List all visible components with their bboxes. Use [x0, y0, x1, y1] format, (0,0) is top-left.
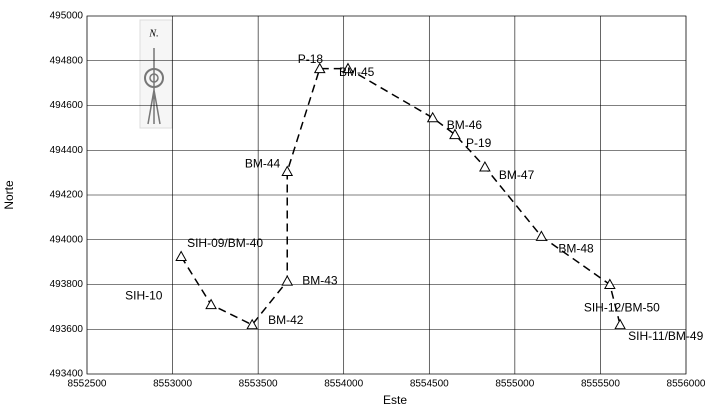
point-label: BM-42: [268, 313, 304, 327]
point-label: BM-47: [499, 168, 535, 182]
y-tick-label: 493600: [50, 324, 84, 335]
point-label: P-19: [466, 136, 492, 150]
point-marker: [281, 165, 294, 177]
y-tick-label: 493400: [50, 369, 84, 380]
point-label: SIH-09/BM-40: [187, 236, 263, 250]
point-label: P-18: [298, 52, 324, 66]
point-marker: [175, 250, 187, 262]
y-tick-label: 494200: [50, 190, 84, 201]
y-tick-label: 494400: [50, 145, 84, 156]
x-tick-label: 8555500: [581, 379, 620, 390]
point-marker: [281, 275, 294, 286]
y-tick-label: 494800: [50, 55, 84, 66]
y-tick-label: 495000: [50, 11, 84, 22]
point-label: SIH-10: [125, 289, 163, 303]
x-tick-label: 8553000: [153, 379, 192, 390]
point-marker: [479, 161, 491, 172]
compass: N.: [139, 19, 173, 129]
y-tick-label: 494000: [50, 234, 84, 245]
point-label: SIH-12/BM-50: [584, 301, 660, 315]
x-axis-title: Este: [383, 393, 407, 407]
point-marker: [449, 128, 461, 140]
point-marker: [535, 230, 548, 241]
point-marker: [205, 298, 217, 310]
x-tick-label: 8554500: [410, 379, 449, 390]
y-tick-label: 493800: [50, 279, 84, 290]
y-axis-title: Norte: [2, 180, 16, 210]
x-tick-label: 8556000: [667, 379, 706, 390]
point-marker: [313, 62, 326, 74]
point-marker: [246, 318, 259, 330]
x-tick-label: 8552500: [68, 379, 107, 390]
point-marker: [342, 62, 354, 74]
point-label: BM-45: [339, 65, 375, 79]
point-label: SIH-11/BM-49: [628, 329, 703, 343]
x-tick-label: 8553500: [239, 379, 278, 390]
point-label: BM-48: [558, 242, 594, 256]
point-label: BM-43: [302, 273, 338, 287]
x-tick-label: 8555000: [495, 379, 534, 390]
y-tick-label: 494600: [50, 100, 84, 111]
x-tick-label: 8554000: [324, 379, 363, 390]
point-label: BM-44: [245, 157, 281, 171]
point-marker: [614, 318, 626, 330]
point-marker: [603, 278, 616, 289]
compass-label: N.: [148, 28, 158, 39]
point-label: BM-46: [447, 118, 483, 132]
point-marker: [426, 111, 439, 123]
